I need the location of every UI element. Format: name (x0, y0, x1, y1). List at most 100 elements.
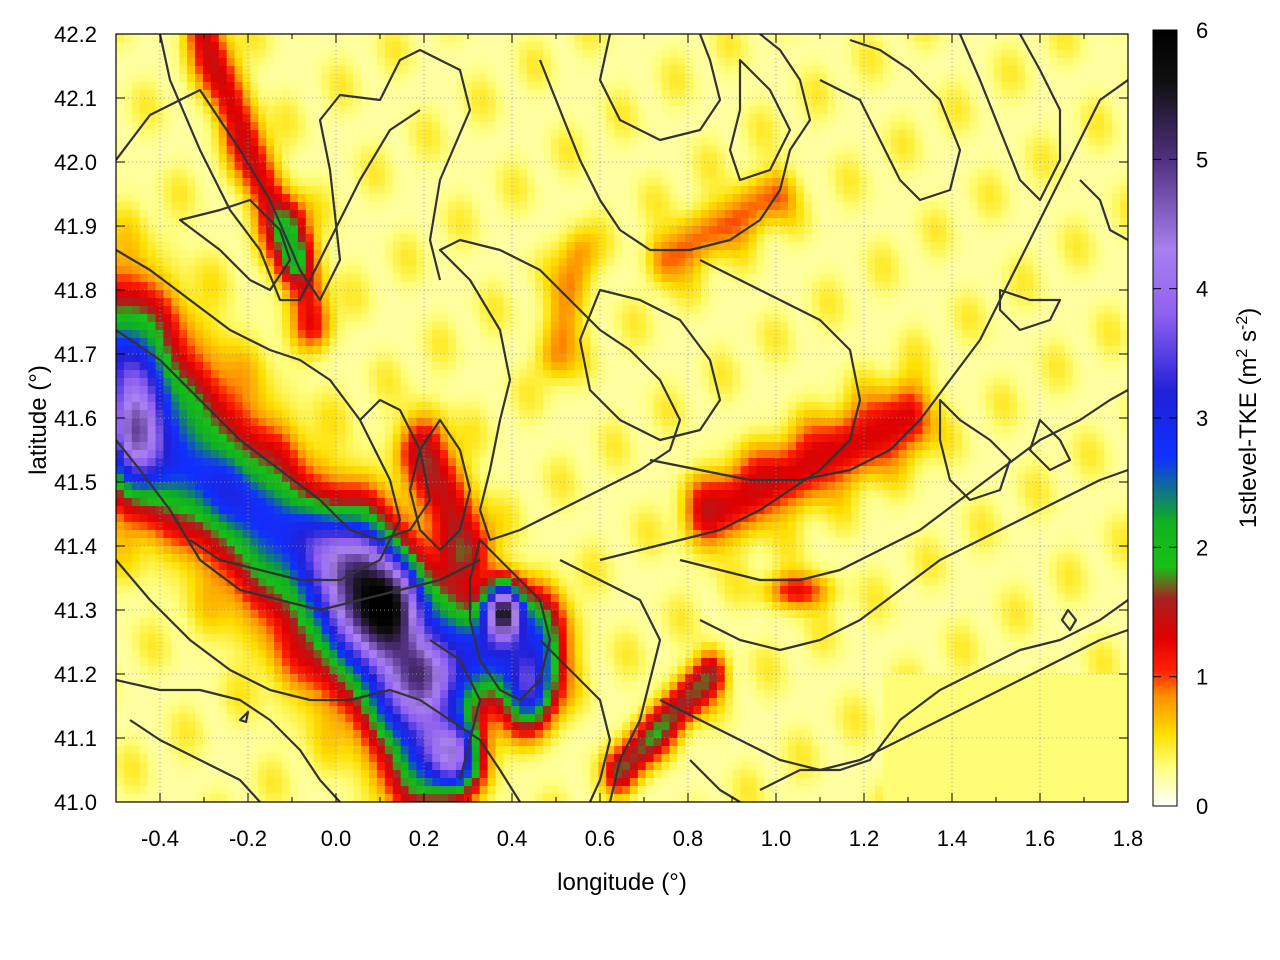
heatmap-cell (274, 338, 283, 347)
heatmap-cell (479, 226, 489, 235)
heatmap-cell (495, 226, 505, 235)
heatmap-cell (756, 82, 765, 91)
heatmap-cell (582, 242, 591, 251)
heatmap-cell (321, 330, 331, 339)
heatmap-cell (274, 210, 283, 219)
heatmap-cell (629, 106, 639, 115)
heatmap-cell (511, 242, 520, 251)
heatmap-cell (622, 50, 631, 59)
heatmap-cell (835, 274, 844, 283)
heatmap-cell (345, 98, 354, 107)
heatmap-cell (629, 138, 639, 147)
heatmap-cell (922, 274, 931, 283)
heatmap-cell (708, 226, 718, 235)
heatmap-cell (930, 282, 939, 291)
heatmap-cell (282, 130, 291, 139)
heatmap-cell (693, 90, 702, 99)
heatmap-cell (906, 298, 916, 307)
heatmap-cell (305, 106, 315, 115)
heatmap-cell (898, 114, 908, 123)
heatmap-cell (171, 274, 180, 283)
heatmap-cell (946, 42, 955, 51)
heatmap-cell (448, 234, 457, 243)
heatmap-cell (1072, 306, 1082, 315)
heatmap-cell (890, 274, 900, 283)
heatmap-cell (1001, 154, 1011, 163)
heatmap-cell (1001, 98, 1011, 107)
heatmap-cell (756, 42, 765, 51)
heatmap-cell (574, 330, 584, 339)
heatmap-cell (258, 274, 267, 283)
heatmap-cell (313, 66, 323, 75)
heatmap-cell (234, 106, 244, 115)
heatmap-cell (353, 90, 362, 99)
heatmap-cell (693, 274, 702, 283)
heatmap-cell (250, 82, 259, 91)
heatmap-cell (732, 178, 742, 187)
heatmap-cell (289, 298, 299, 307)
heatmap-cell (898, 194, 908, 203)
heatmap-cell (1120, 90, 1128, 99)
heatmap-cell (250, 306, 259, 315)
heatmap-cell (455, 74, 465, 83)
heatmap-cell (843, 42, 852, 51)
heatmap-cell (187, 106, 196, 115)
heatmap-cell (305, 250, 315, 259)
heatmap-cell (187, 282, 196, 291)
heatmap-cell (708, 178, 718, 187)
heatmap-cell (479, 74, 489, 83)
heatmap-cell (740, 42, 750, 51)
heatmap-cell (669, 274, 678, 283)
heatmap-cell (708, 258, 718, 267)
heatmap-cell (495, 130, 505, 139)
heatmap-cell (408, 306, 418, 315)
heatmap-cell (890, 210, 900, 219)
heatmap-cell (851, 266, 860, 275)
heatmap-cell (116, 250, 125, 259)
heatmap-cell (803, 322, 813, 331)
heatmap-cell (527, 322, 536, 331)
heatmap-cell (440, 170, 449, 179)
heatmap-cell (258, 98, 267, 107)
heatmap-cell (1112, 154, 1121, 163)
heatmap-cell (289, 314, 299, 323)
heatmap-cell (637, 74, 647, 83)
heatmap-cell (653, 178, 663, 187)
heatmap-cell (345, 218, 354, 227)
heatmap-cell (542, 82, 552, 91)
heatmap-cell (202, 138, 212, 147)
heatmap-cell (519, 314, 528, 323)
heatmap-cell (1096, 146, 1105, 155)
heatmap-cell (622, 114, 631, 123)
heatmap-cell (361, 122, 370, 131)
heatmap-cell (258, 82, 267, 91)
heatmap-cell (163, 74, 172, 83)
heatmap-cell (566, 138, 576, 147)
heatmap-cell (661, 66, 671, 75)
heatmap-cell (582, 106, 591, 115)
heatmap-cell (574, 338, 584, 347)
heatmap-cell (179, 258, 188, 267)
heatmap-cell (289, 138, 299, 147)
heatmap-cell (1096, 170, 1105, 179)
heatmap-cell (598, 186, 607, 195)
heatmap-cell (574, 274, 584, 283)
heatmap-cell (716, 186, 726, 195)
heatmap-cell (582, 194, 591, 203)
heatmap-cell (582, 58, 591, 67)
heatmap-cell (1017, 234, 1026, 243)
heatmap-cell (803, 250, 813, 259)
heatmap-cell (400, 290, 410, 299)
heatmap-cell (171, 338, 180, 347)
heatmap-cell (242, 330, 252, 339)
heatmap-cell (527, 66, 536, 75)
heatmap-cell (163, 322, 172, 331)
heatmap-cell (234, 74, 244, 83)
heatmap-cell (740, 306, 750, 315)
heatmap-cell (384, 234, 394, 243)
heatmap-cell (131, 282, 141, 291)
heatmap-cell (479, 58, 489, 67)
heatmap-cell (748, 146, 758, 155)
heatmap-cell (661, 130, 671, 139)
heatmap-cell (503, 202, 512, 211)
